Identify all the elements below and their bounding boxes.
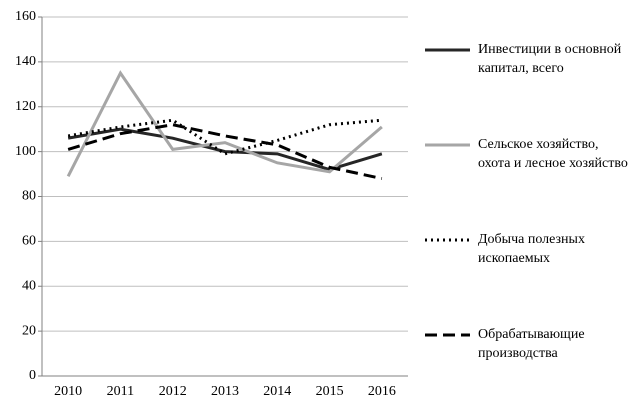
x-tick-label: 2012	[159, 384, 187, 399]
series-line	[67, 118, 382, 156]
x-tick-label: 2015	[316, 384, 344, 399]
y-tick-label: 80	[22, 189, 36, 204]
y-tick-label: 40	[22, 278, 36, 293]
y-tick-label: 0	[29, 368, 36, 383]
y-tick-label: 20	[22, 323, 36, 338]
series-line	[67, 127, 383, 172]
y-tick-label: 100	[15, 144, 36, 159]
x-tick-label: 2016	[368, 384, 396, 399]
legend-label: Инвестиции в основной капитал, всего	[478, 42, 622, 76]
x-tick-label: 2011	[107, 384, 134, 399]
legend-label: Обрабатывающие производства	[478, 327, 585, 361]
x-tick-label: 2010	[54, 384, 82, 399]
x-tick-label: 2013	[211, 384, 239, 399]
legend-label: Добыча полезных ископаемых	[478, 232, 585, 266]
legend-label: Сельское хозяйство, охота и лесное хозяй…	[478, 137, 628, 171]
y-tick-label: 160	[15, 9, 36, 24]
series-line	[67, 123, 383, 181]
series-line	[66, 70, 383, 177]
y-tick-label: 60	[22, 234, 36, 249]
x-tick-label: 2014	[263, 384, 291, 399]
y-tick-label: 140	[15, 54, 36, 69]
y-tick-label: 120	[15, 99, 36, 114]
